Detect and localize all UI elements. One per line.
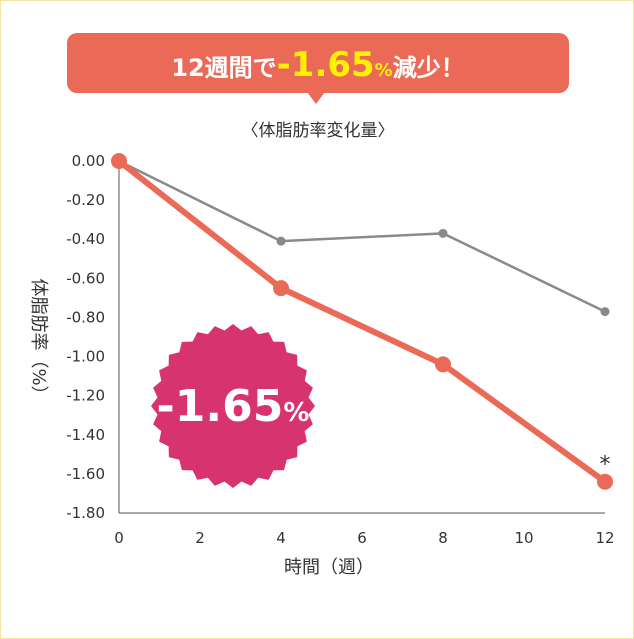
series-main-line [116,158,608,485]
x-tick-labels: 0 2 4 6 8 10 12 [114,529,614,547]
banner-text: 12週間で-1.65%減少！ [171,45,464,85]
x-tick-label: 12 [595,529,614,547]
series-other-point [438,228,448,238]
x-tick-label: 2 [195,529,205,547]
y-tick-label: 0.00 [72,152,105,170]
x-tick-label: 0 [114,529,124,547]
series-main-point [597,473,613,490]
y-tick-label: -0.80 [66,308,105,326]
y-tick-labels: 0.00 -0.20 -0.40 -0.60 -0.80 -1.00 -1.20 -1.40 -… [66,152,105,522]
series-other-point [600,307,610,317]
series-layer [111,153,613,490]
x-tick-label: 6 [357,529,367,547]
x-tick-label: 8 [438,529,448,547]
annotation-layer: * [600,453,611,478]
y-axis-title: 体脂肪率（%） [28,278,49,403]
banner-prefix: 12週間で [171,54,276,82]
y-tick-label: -1.40 [66,426,105,444]
y-tick-label: -1.20 [66,387,105,405]
banner-value: -1.65 [277,45,375,85]
banner-suffix: 減少！ [393,54,465,82]
y-tick-label: -0.40 [66,230,105,248]
result-badge: -1.65% [151,324,315,488]
axes [118,161,605,514]
series-other-point [276,236,286,246]
y-tick-label: -1.00 [66,348,105,366]
headline-banner: 12週間で-1.65%減少！ [67,33,569,104]
chart-title: 〈体脂肪率変化量〉 [242,121,395,141]
banner-pointer [307,92,325,104]
x-axis-title: 時間（週） [284,557,374,578]
series-main-point [273,280,289,297]
x-tick-label: 4 [276,529,286,547]
y-tick-label: -1.80 [66,504,105,522]
y-tick-label: -0.20 [66,191,105,209]
y-tick-label: -0.60 [66,269,105,287]
y-tick-label: -1.60 [66,465,105,483]
series-main-point [111,153,127,169]
badge-value: -1.65 [157,381,284,432]
significance-marker: * [600,453,611,478]
banner-background [67,33,569,93]
series-other-line [117,159,607,313]
badge-text: -1.65% [157,381,310,432]
badge-starburst [151,324,315,488]
series-main-point [435,356,451,373]
x-tick-label: 10 [514,529,533,547]
badge-unit: % [283,398,309,428]
banner-unit: % [375,60,393,81]
